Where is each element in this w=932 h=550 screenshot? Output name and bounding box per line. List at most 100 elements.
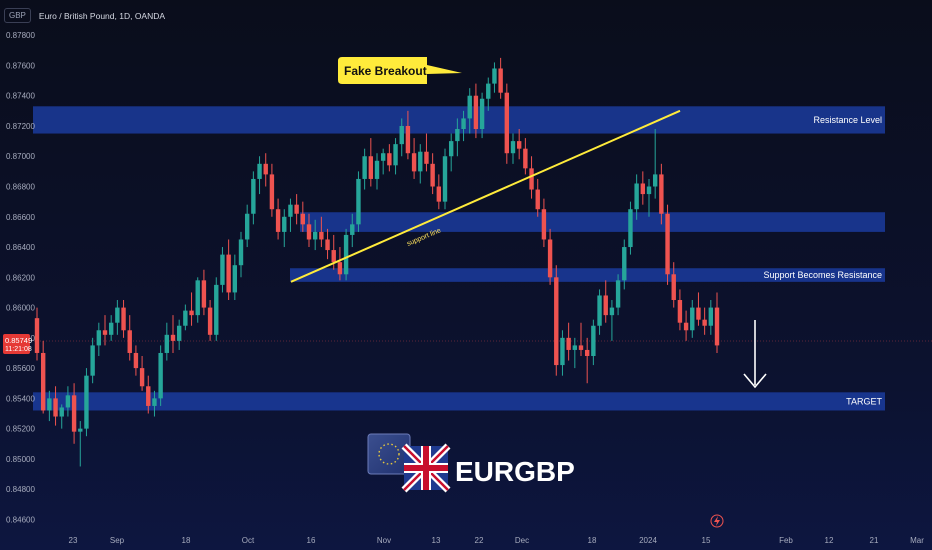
candle-body <box>523 148 528 169</box>
candle-body <box>665 213 670 275</box>
candle-body <box>622 247 627 281</box>
candle-body <box>683 322 689 331</box>
y-tick-label: 0.86400 <box>6 243 35 252</box>
y-tick-label: 0.85400 <box>6 394 35 403</box>
price-zone[interactable] <box>300 212 885 232</box>
candle-body <box>634 183 639 210</box>
x-tick-label: 16 <box>307 536 316 545</box>
x-tick-label: Feb <box>779 536 793 545</box>
candle-body <box>356 178 361 225</box>
candle-body <box>71 395 77 432</box>
candle-body <box>133 352 139 369</box>
y-tick-label: 0.86600 <box>6 213 35 222</box>
candle-body <box>183 310 188 326</box>
candle-body <box>461 118 466 130</box>
logo-text: EURGBP <box>455 456 575 487</box>
candle-body <box>121 307 126 331</box>
x-tick-label: Mar <box>910 536 924 545</box>
x-tick-label: Oct <box>242 536 255 545</box>
candle-body <box>591 325 596 356</box>
candle-body <box>78 428 83 432</box>
candle-body <box>312 231 318 240</box>
candle-body <box>671 274 676 301</box>
candle-body <box>275 209 281 232</box>
fake-breakout-callout: Fake Breakout <box>338 57 462 84</box>
candle-body <box>65 395 71 408</box>
candle-body <box>201 280 207 308</box>
candle-body <box>331 250 336 263</box>
lightning-icon[interactable] <box>710 514 724 528</box>
candle-body <box>424 151 429 164</box>
y-tick-label: 0.84600 <box>6 515 35 524</box>
fake-breakout-label: Fake Breakout <box>344 64 427 78</box>
price-zone[interactable] <box>290 268 885 282</box>
candle-body <box>34 318 40 353</box>
candle-body <box>176 325 182 341</box>
candle-body <box>702 319 707 326</box>
candle-body <box>652 174 658 187</box>
y-tick-label: 0.85200 <box>6 425 35 434</box>
x-tick-label: Dec <box>515 536 529 545</box>
candle-body <box>257 163 262 179</box>
candle-body <box>504 92 510 154</box>
candle-body <box>146 386 151 406</box>
candle-body <box>677 300 683 323</box>
x-tick-label: 18 <box>182 536 191 545</box>
candle-body <box>566 337 571 350</box>
x-tick-label: Sep <box>110 536 125 545</box>
countdown-timer: 11:21:08 <box>5 346 32 353</box>
uk-flag-icon <box>401 443 451 493</box>
candle-body <box>615 280 621 308</box>
candle-body <box>269 174 275 210</box>
candle-body <box>578 345 584 350</box>
candle-body <box>399 125 404 145</box>
symbol-title: Euro / British Pound, 1D, OANDA <box>38 10 166 21</box>
y-tick-label: 0.87600 <box>6 61 35 70</box>
candle-body <box>244 213 250 240</box>
chart-header: GBP Euro / British Pound, 1D, OANDA <box>4 8 165 23</box>
candle-body <box>300 213 306 225</box>
candle-body <box>139 368 145 387</box>
candle-body <box>436 186 442 202</box>
y-tick-label: 0.86800 <box>6 183 35 192</box>
candle-body <box>492 68 497 84</box>
eu-flag-icon <box>367 433 411 475</box>
candle-body <box>152 398 157 406</box>
candle-body <box>102 330 108 335</box>
candle-body <box>238 239 244 266</box>
candle-body <box>96 330 102 346</box>
candle-body <box>393 144 398 166</box>
candle-body <box>127 330 132 353</box>
candle-body <box>362 156 367 179</box>
y-tick-label: 0.87000 <box>6 152 35 161</box>
y-tick-label: 0.85000 <box>6 455 35 464</box>
current-price-tag: 0.85749 11:21:08 <box>3 334 32 354</box>
candle-body <box>40 352 46 411</box>
candle-body <box>108 322 114 335</box>
candle-body <box>226 254 231 293</box>
y-tick-label: 0.86000 <box>6 304 35 313</box>
candle-body <box>547 239 553 278</box>
candle-body <box>306 224 312 240</box>
x-tick-label: 13 <box>432 536 441 545</box>
candle-body <box>442 156 448 202</box>
candle-body <box>53 398 58 417</box>
x-tick-label: 22 <box>475 536 484 545</box>
candle-body <box>467 95 472 119</box>
candle-body <box>473 95 479 130</box>
support-trend-line[interactable] <box>290 109 681 283</box>
candle-body <box>337 262 343 275</box>
candle-body <box>115 307 120 323</box>
y-tick-label: 0.87400 <box>6 92 35 101</box>
price-zone[interactable] <box>33 392 885 411</box>
currency-badge[interactable]: GBP <box>4 8 31 23</box>
down-arrow-icon <box>743 320 767 389</box>
candle-body <box>207 307 213 335</box>
y-tick-label: 0.87200 <box>6 122 35 131</box>
candle-body <box>560 337 565 366</box>
candle-body <box>640 183 646 195</box>
candle-body <box>597 295 602 326</box>
candle-body <box>374 160 380 179</box>
candle-body <box>319 231 324 240</box>
